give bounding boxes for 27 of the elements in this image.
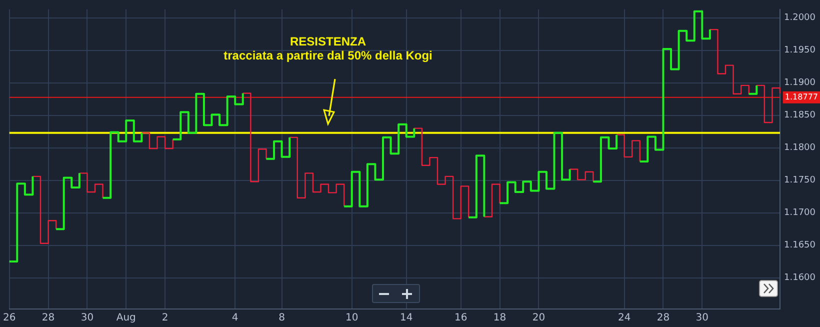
x-tick-label: 10 [346, 312, 358, 324]
x-tick-label: 30 [80, 312, 94, 324]
x-tick-label: 24 [618, 312, 631, 324]
x-tick-label: 2 [162, 312, 168, 324]
annotation: RESISTENZA [290, 34, 366, 48]
x-tick-label: 30 [696, 312, 709, 324]
y-tick-label: 1.1700 [784, 208, 816, 218]
x-tick-label: Aug [116, 312, 136, 324]
x-tick-label: 4 [232, 312, 238, 324]
y-tick-label: 1.1600 [784, 273, 816, 284]
x-tick-label: 18 [493, 312, 506, 324]
y-tick-label: 1.1950 [784, 46, 816, 56]
ref-line-label: 1.18777 [784, 92, 818, 102]
x-tick-label: 14 [400, 312, 413, 324]
x-tick-label: 26 [2, 312, 16, 324]
x-tick-label: 8 [278, 312, 285, 324]
y-tick-label: 1.2000 [784, 13, 816, 24]
x-tick-label: 28 [656, 312, 670, 324]
y-tick-label: 1.1850 [784, 110, 816, 121]
x-tick-label: 20 [532, 312, 546, 324]
y-tick-label: 1.1900 [784, 78, 816, 88]
annotation: tracciata a partire dal 50% della Kogi [224, 48, 432, 62]
y-tick-label: 1.1650 [784, 240, 816, 251]
y-tick-label: 1.1800 [784, 143, 816, 154]
x-tick-label: 16 [454, 312, 468, 324]
x-tick-label: 28 [42, 312, 55, 324]
y-tick-label: 1.1750 [784, 176, 816, 186]
